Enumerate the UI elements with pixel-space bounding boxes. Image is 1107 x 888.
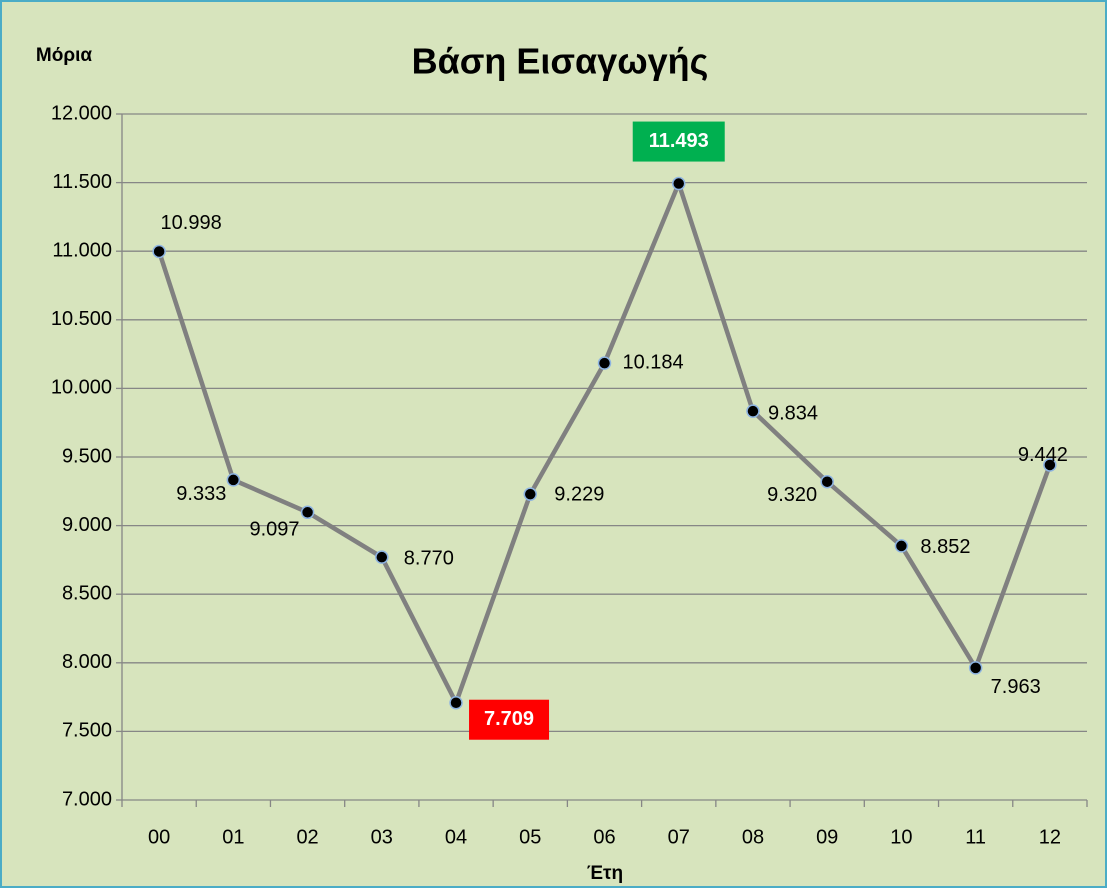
data-label: 10.184: [623, 351, 684, 373]
data-label: 9.834: [768, 402, 818, 424]
data-point: [226, 473, 241, 487]
data-label: 9.333: [176, 483, 226, 505]
y-tick-label: 10.000: [51, 377, 112, 399]
y-tick-label: 8.500: [62, 582, 112, 604]
y-axis-label: Μόρια: [36, 45, 92, 66]
data-point: [523, 487, 538, 501]
x-tick-label: 03: [371, 826, 393, 848]
data-label: 7.963: [991, 676, 1041, 698]
x-tick-label: 07: [668, 826, 690, 848]
data-point: [152, 244, 166, 259]
data-label: 7.709: [484, 708, 534, 730]
y-tick-label: 8.000: [62, 651, 112, 673]
x-tick-label: 02: [296, 826, 318, 848]
x-tick-label: 00: [148, 826, 170, 848]
data-label: 9.097: [250, 519, 300, 541]
data-point: [449, 695, 463, 710]
data-point: [300, 505, 315, 520]
data-point: [820, 474, 834, 489]
y-tick-label: 7.500: [62, 720, 112, 742]
x-tick-label: 12: [1039, 826, 1061, 848]
data-point: [597, 356, 612, 370]
highlight-box: [632, 121, 725, 162]
data-point: [1043, 458, 1057, 472]
x-tick-label: 09: [816, 826, 838, 848]
y-tick-label: 12.000: [51, 102, 112, 124]
y-tick-label: 10.500: [51, 308, 112, 330]
data-label: 11.493: [649, 130, 709, 152]
data-label: 9.320: [767, 484, 817, 506]
x-tick-label: 08: [742, 826, 764, 848]
data-label: 8.770: [404, 547, 454, 569]
y-tick-label: 11.500: [52, 171, 112, 193]
x-tick-label: 01: [222, 826, 244, 848]
y-tick-label: 11.000: [52, 239, 112, 261]
data-point: [746, 404, 760, 418]
highlight-box: [469, 699, 550, 740]
x-axis-label: Έτη: [587, 863, 623, 884]
data-label: 9.229: [554, 483, 604, 505]
data-label: 8.852: [920, 536, 970, 558]
x-tick-label: 05: [519, 826, 541, 848]
y-tick-label: 9.500: [62, 445, 112, 467]
x-tick-label: 10: [890, 826, 912, 848]
y-tick-label: 7.000: [62, 788, 112, 810]
y-tick-label: 9.000: [62, 514, 112, 536]
data-point: [671, 176, 686, 191]
x-tick-label: 04: [445, 826, 467, 848]
x-tick-label: 06: [593, 826, 615, 848]
data-point: [968, 661, 983, 675]
data-point: [375, 550, 389, 564]
chart-title: Βάση Εισαγωγής: [412, 41, 709, 82]
data-label: 10.998: [161, 212, 222, 234]
data-label: 9.442: [1018, 444, 1068, 466]
data-point: [894, 539, 909, 553]
x-tick-label: 11: [965, 826, 986, 848]
